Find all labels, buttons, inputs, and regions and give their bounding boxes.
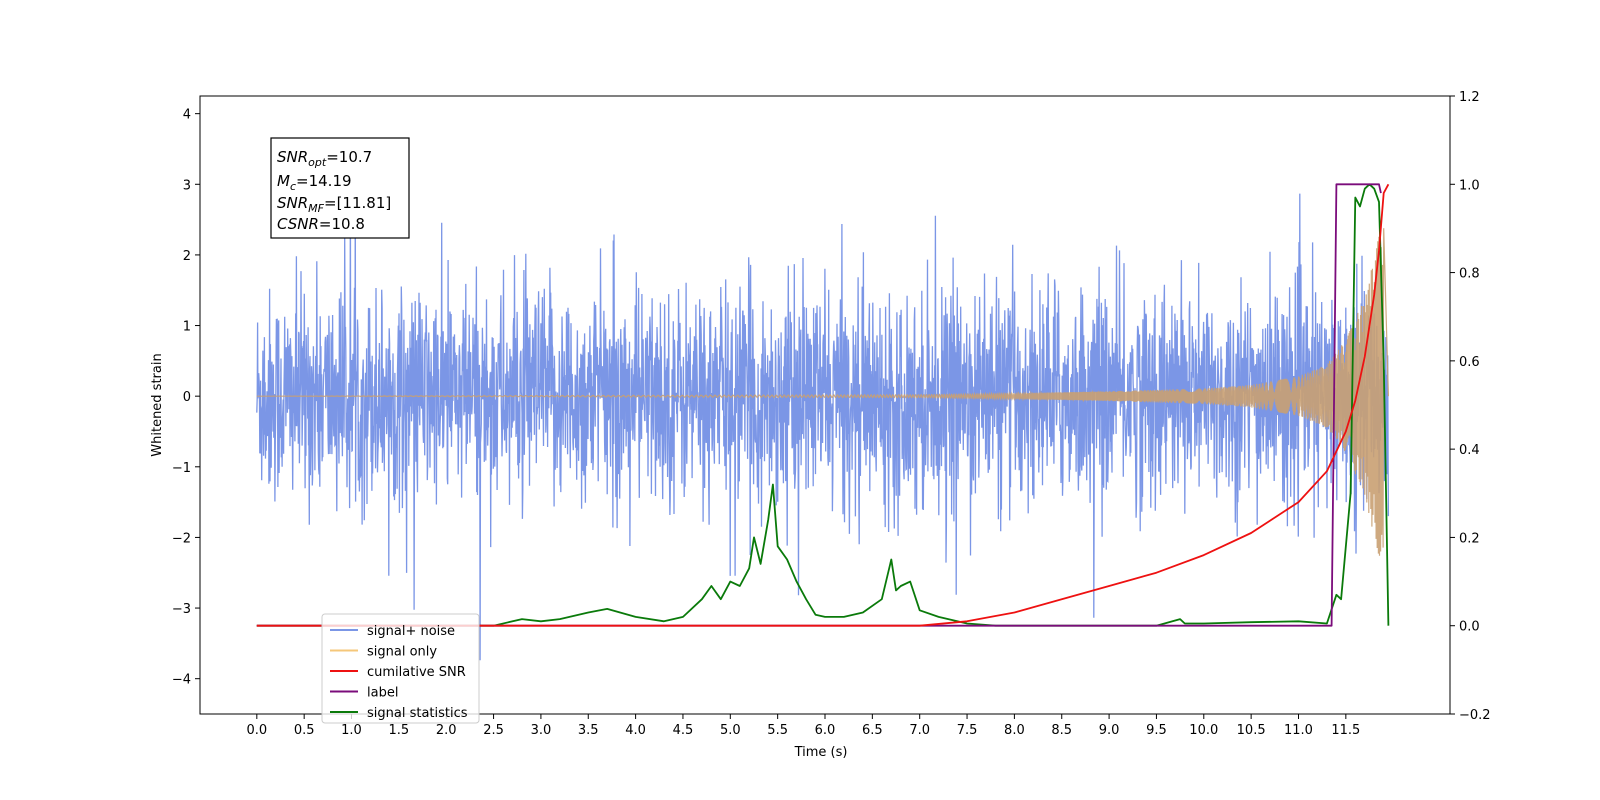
y2-tick-label: 1.0 (1459, 178, 1480, 193)
series-label (256, 183, 1382, 627)
legend-frame (321, 613, 480, 724)
x-tick-label: 4.5 (673, 723, 694, 738)
y2-tick-label: 0.4 (1459, 443, 1480, 458)
y-axis-right: 1.2 1.0 0.8 0.6 0.4 0.2 0.0 −0.2 (1450, 90, 1491, 723)
x-tick-label: 1.5 (389, 723, 410, 738)
x-tick-label: 11.0 (1284, 723, 1313, 738)
x-axis-label: Time (s) (794, 745, 848, 760)
y-tick-label: 3 (183, 178, 191, 193)
x-tick-label: 5.0 (720, 723, 741, 738)
y2-tick-label: 0.8 (1459, 267, 1480, 282)
x-axis: 0.0 0.5 1.0 1.5 2.0 2.5 3.0 3.5 4.0 4.5 5.0 5.5 6.0 6… (246, 714, 1360, 738)
legend-label: cumilative SNR (367, 665, 466, 680)
y-tick-label: −2 (172, 531, 191, 546)
x-tick-label: 2.5 (483, 723, 504, 738)
legend: signal+ noise signal only cumilative SNR la… (321, 613, 480, 724)
y-tick-label: 1 (183, 320, 191, 335)
y-tick-label: −4 (172, 673, 191, 688)
x-tick-label: 11.5 (1331, 723, 1360, 738)
x-tick-label: 0.0 (246, 723, 267, 738)
legend-label: label (367, 686, 398, 701)
x-tick-label: 10.0 (1189, 723, 1218, 738)
legend-label: signal+ noise (367, 624, 455, 639)
y-tick-label: 4 (183, 108, 191, 123)
y2-tick-label: 1.2 (1459, 90, 1480, 105)
y2-tick-label: 0.2 (1459, 531, 1480, 546)
x-tick-label: 1.0 (341, 723, 362, 738)
x-tick-label: 10.5 (1237, 723, 1266, 738)
annotation-mc: Mc=14.19 (277, 172, 352, 193)
series-layer (256, 183, 1390, 661)
y-axis-left: 4 3 2 1 0 −1 −2 −3 −4 (172, 108, 200, 688)
x-tick-label: 7.5 (957, 723, 978, 738)
annotation-box: SNRopt=10.7 Mc=14.19 SNRMF=[11.81] CSNR=… (270, 137, 410, 239)
x-tick-label: 3.5 (578, 723, 599, 738)
annotation-snr-mf: SNRMF=[11.81] (277, 194, 391, 215)
x-tick-label: 7.0 (909, 723, 930, 738)
x-tick-label: 5.5 (767, 723, 788, 738)
series-signal-only (256, 228, 1389, 556)
y-tick-label: 2 (183, 249, 191, 264)
y2-tick-label: 0.0 (1459, 620, 1480, 635)
y2-tick-label: 0.6 (1459, 355, 1480, 370)
x-tick-label: 4.0 (625, 723, 646, 738)
annotation-csnr: CSNR=10.8 (277, 215, 365, 233)
annotation-frame (270, 137, 410, 239)
y-tick-label: −1 (172, 461, 191, 476)
y-tick-label: 0 (183, 390, 191, 405)
legend-label: signal statistics (367, 706, 468, 721)
y2-tick-label: −0.2 (1459, 708, 1491, 723)
series-signal-noise (256, 193, 1390, 661)
x-tick-label: 9.0 (1099, 723, 1120, 738)
legend-label: signal only (367, 645, 437, 660)
y-axis-label: Whitened strain (150, 353, 165, 456)
y-tick-label: −3 (172, 602, 191, 617)
x-tick-label: 6.5 (862, 723, 883, 738)
series-cumulative-snr (256, 183, 1390, 627)
annotation-snr-opt: SNRopt=10.7 (277, 148, 372, 169)
x-tick-label: 8.5 (1051, 723, 1072, 738)
series-signal-statistics (256, 183, 1390, 627)
x-tick-label: 2.0 (436, 723, 457, 738)
x-tick-label: 3.0 (531, 723, 552, 738)
x-tick-label: 6.0 (815, 723, 836, 738)
x-tick-label: 9.5 (1146, 723, 1167, 738)
x-tick-label: 8.0 (1004, 723, 1025, 738)
x-tick-label: 0.5 (294, 723, 315, 738)
